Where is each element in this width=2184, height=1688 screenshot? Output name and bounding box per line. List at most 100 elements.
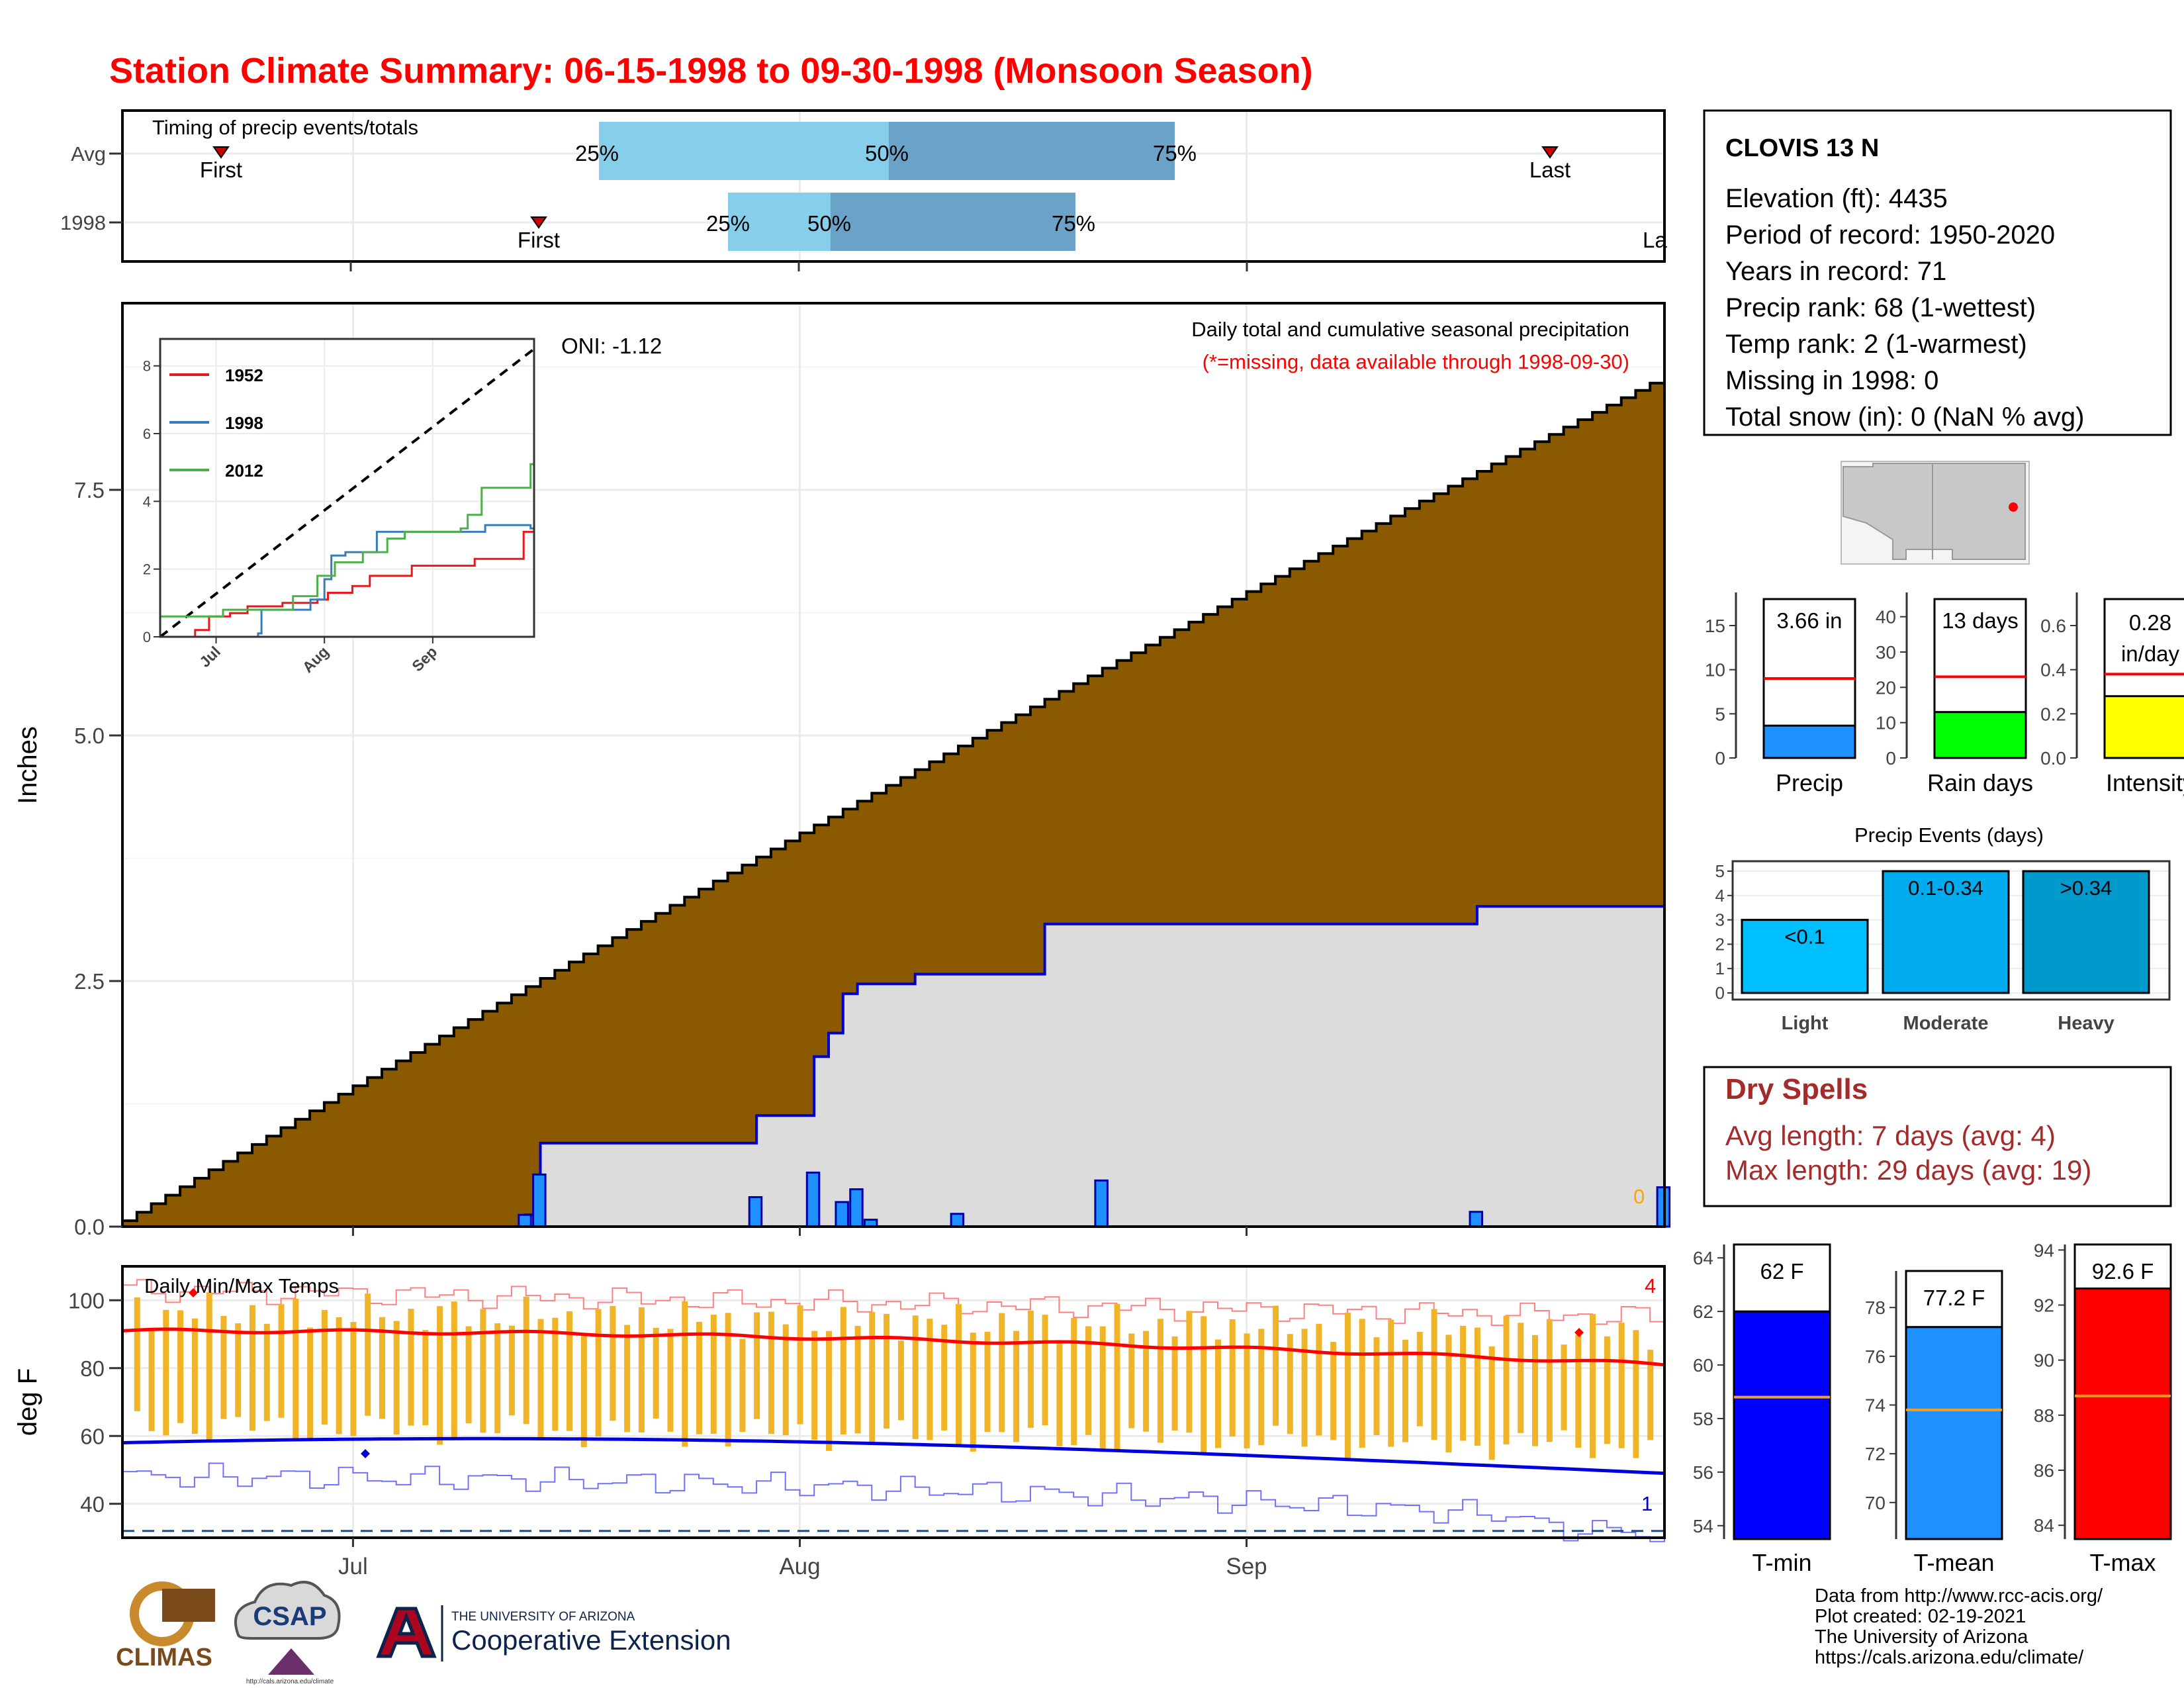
temperature-summary-bars: 54 56 58 60 62 64 62 F T-min 70 72 74 76 78 77.2 F T-m… [1693,1240,2172,1576]
daily-precip-bar [532,1173,547,1228]
daily-temp-bar [1171,1336,1178,1430]
timing-1998-p25: 25% [706,211,750,236]
temp-ytick-label: 80 [80,1356,105,1381]
daily-temp-bar [1085,1326,1091,1435]
daily-temp-bar [970,1333,976,1452]
season-bar-intensity [2103,695,2184,759]
missing-count: 0 [1633,1185,1645,1208]
inset-ytick-label: 4 [143,493,151,510]
daily-temp-bar [1344,1313,1351,1459]
timing-row-1998: 1998 [60,211,106,234]
daily-temp-bar [1604,1336,1610,1444]
events-bar-light [1741,919,1869,994]
timing-avg-p25: 25% [575,141,619,165]
temp-ytick-label: 40 [80,1492,105,1517]
footer-credit: https://cals.arizona.edu/climate/ [1815,1647,2084,1668]
temp-summary-ytick-label: 60 [1693,1355,1713,1376]
precip-yaxis: 0.0 2.5 5.0 7.5 [74,478,1248,1239]
daily-temp-bar [610,1305,616,1421]
precip-panel-frame [121,302,1666,1228]
climas-mesa-icon [162,1589,215,1622]
daily-temp-bar [912,1315,919,1439]
timing-bar-1998-light [728,193,831,251]
climas-logo: CLIMAS [116,1581,215,1671]
page-title: Station Climate Summary: 06-15-1998 to 0… [109,51,1313,91]
daily-temp-bar [1143,1331,1150,1432]
temp-summary-value: 77.2 F [1923,1286,1985,1310]
daily-temp-bar [1488,1346,1495,1460]
inset-xtick-label: Jul [196,643,224,671]
daily-temp-bar [1013,1331,1020,1442]
temp-summary-label: T-min [1752,1549,1812,1576]
daily-temp-bar [134,1297,140,1411]
events-ytick-label: 1 [1715,959,1725,978]
daily-precip-bar [1469,1211,1483,1228]
daily-temp-bar [797,1305,803,1425]
daily-temp-bar [580,1335,587,1448]
events-bar-value: 0.1-0.34 [1908,876,1983,900]
daily-temp-bar [710,1314,717,1434]
daily-temp-bar [1099,1326,1106,1449]
daily-temp-bar [1316,1323,1322,1436]
daily-temp-bar [1590,1314,1596,1458]
daily-temp-bar [897,1340,904,1421]
season-ytick-label: 30 [1876,642,1896,663]
inset-ytick-label: 0 [143,629,151,645]
precip-ylabel: Inches [13,726,42,804]
daily-temp-bar [638,1307,645,1433]
daily-precip-bar [805,1171,821,1228]
temp-summary-ytick-label: 88 [2034,1405,2054,1426]
daily-temp-bar [1042,1315,1048,1425]
temp-summary-value: 62 F [1760,1259,1803,1284]
temp-summary-ytick-label: 86 [2034,1460,2054,1481]
daily-temp-bar [494,1323,501,1433]
temp-summary-bar-frame [2073,1243,2172,1290]
daily-temp-bar [624,1325,631,1432]
daily-temp-bar [1633,1330,1639,1458]
station-line: Years in record: 71 [1725,257,1946,286]
daily-temp-bar [451,1301,457,1440]
timing-avg-last: Last [1529,158,1570,182]
daily-temp-bar [177,1310,184,1423]
temp-summary-ytick-label: 56 [1693,1462,1713,1483]
daily-temp-bar [682,1301,688,1447]
ua-logo-line2: Cooperative Extension [451,1624,731,1656]
season-bar-frame [2103,598,2184,759]
inset-ytick-label: 6 [143,426,151,442]
daily-temp-bar [350,1322,357,1436]
daily-temp-bar [1215,1339,1221,1448]
temp-panel-frame [121,1265,1666,1539]
season-ytick-label: 5 [1715,704,1725,724]
daily-temp-bar [422,1330,429,1425]
daily-temp-bar [1330,1342,1337,1440]
daily-temp-bar [1618,1323,1625,1448]
precip-ytick-label: 2.5 [74,969,105,994]
inset-xtick-label: Aug [299,643,332,676]
daily-temp-bar [437,1306,443,1445]
season-bar-precip [1762,724,1856,759]
daily-temp-bar [1460,1325,1467,1441]
temp-summary-ytick-label: 76 [1865,1346,1886,1367]
inset-legend: 1952 1998 2012 [169,365,263,481]
events-ytick-label: 4 [1715,886,1725,906]
events-bar-label: Light [1782,1013,1829,1034]
temp-count-low: 1 [1641,1492,1653,1515]
daily-temp-bar [1503,1315,1510,1444]
temp-summary-ytick-label: 84 [2034,1515,2054,1536]
timing-panel-frame [121,109,1666,263]
season-ytick-label: 0.4 [2040,660,2066,680]
temp-ytick-label: 100 [68,1288,105,1313]
season-ytick-label: 20 [1876,677,1896,698]
daily-temp-bars [134,1292,1654,1460]
daily-temp-bar [653,1328,659,1419]
record-low-line [122,1462,1665,1542]
temp-xtick-label: Aug [779,1554,820,1579]
university-arizona-logo: THE UNIVERSITY OF ARIZONA Cooperative Ex… [376,1605,731,1662]
daily-temp-bar [191,1318,198,1434]
inset-frame [159,338,535,638]
climas-logo-text: CLIMAS [116,1644,212,1671]
daily-temp-bar [754,1312,760,1419]
events-bar-label: Heavy [2058,1013,2114,1034]
daily-temp-bar [365,1293,371,1416]
first-marker-avg-icon [212,146,230,159]
